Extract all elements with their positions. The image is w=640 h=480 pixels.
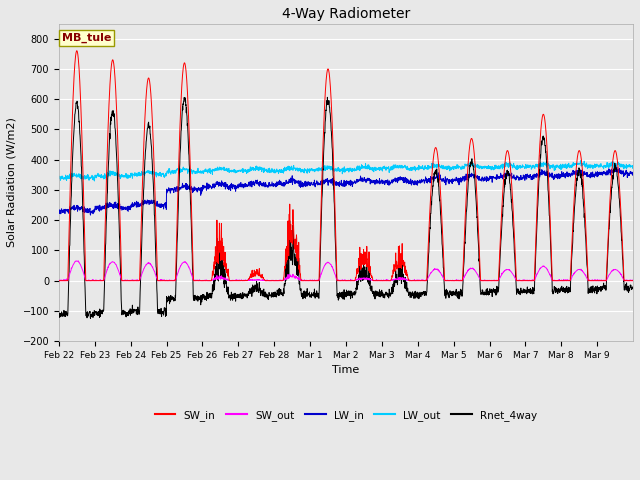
Title: 4-Way Radiometer: 4-Way Radiometer [282,7,410,21]
X-axis label: Time: Time [332,365,360,375]
Text: MB_tule: MB_tule [61,33,111,43]
Y-axis label: Solar Radiation (W/m2): Solar Radiation (W/m2) [7,118,17,247]
Legend: SW_in, SW_out, LW_in, LW_out, Rnet_4way: SW_in, SW_out, LW_in, LW_out, Rnet_4way [150,406,541,425]
